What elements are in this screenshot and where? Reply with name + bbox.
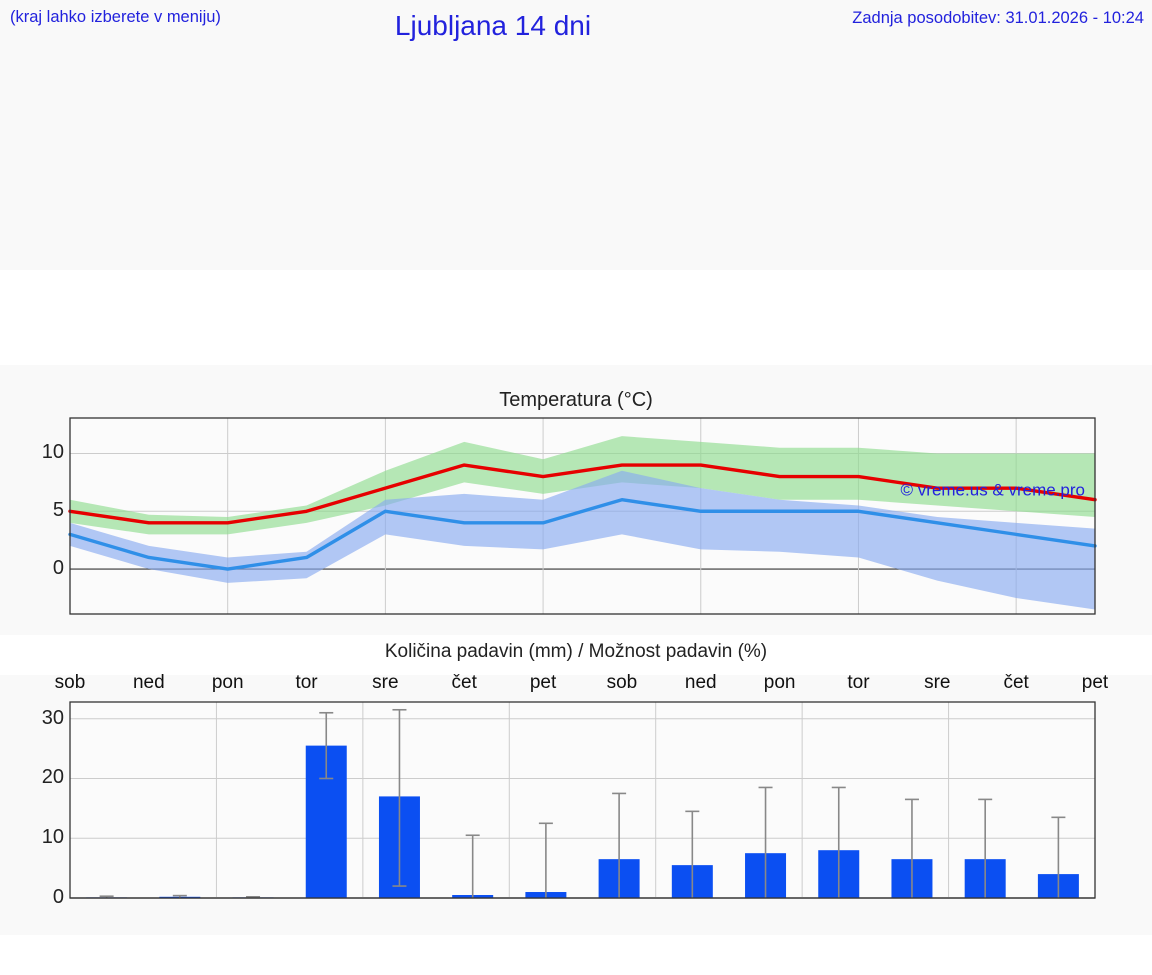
svg-text:© vreme.us & vreme.pro: © vreme.us & vreme.pro — [901, 481, 1085, 500]
